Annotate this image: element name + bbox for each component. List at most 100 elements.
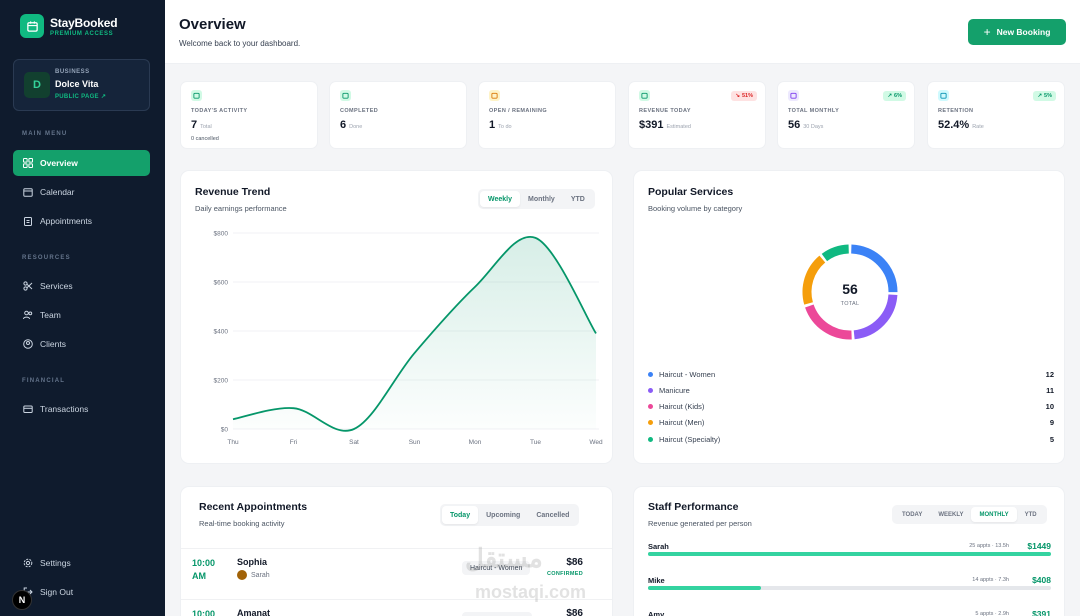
y-tick-label: $200 bbox=[214, 378, 229, 385]
staff-amount: $408 bbox=[1032, 575, 1051, 585]
stat-value: 52.4% Rate bbox=[938, 119, 984, 131]
service-legend-item: Haircut - Women 12 bbox=[648, 368, 1054, 380]
staff-meta: 5 appts · 2.9h bbox=[975, 611, 1009, 616]
donut-slice[interactable] bbox=[853, 294, 898, 340]
public-page-link[interactable]: PUBLIC PAGE ↗ bbox=[55, 94, 107, 100]
sidebar-item-label: Services bbox=[40, 281, 73, 291]
donut-total-label: TOTAL bbox=[840, 301, 860, 307]
brand[interactable]: StayBooked PREMIUM ACCESS bbox=[20, 14, 118, 38]
stat-label: TODAY'S ACTIVITY bbox=[191, 108, 248, 114]
service-count: 5 bbox=[1049, 434, 1054, 444]
appointments-tabs: Today Upcoming Cancelled bbox=[440, 504, 580, 526]
staff-performance-panel: Staff Performance Revenue generated per … bbox=[633, 486, 1065, 616]
stat-card: OPEN / REMAINING 1 To do bbox=[478, 81, 616, 149]
sidebar-item-overview[interactable]: Overview bbox=[13, 150, 150, 176]
appointment-row[interactable]: 10:00 Amanat $86 bbox=[181, 599, 612, 616]
users-icon bbox=[23, 310, 33, 320]
tab-weekly[interactable]: Weekly bbox=[480, 191, 520, 207]
service-name: Haircut (Kids) bbox=[659, 402, 705, 412]
tab-weekly[interactable]: WEEKLY bbox=[938, 511, 964, 518]
new-booking-button[interactable]: + New Booking bbox=[968, 19, 1066, 45]
x-tick-label: Mon bbox=[469, 439, 482, 446]
staff-row[interactable]: Mike 14 appts · 7.3h $408 bbox=[648, 575, 1051, 596]
tab-cancelled[interactable]: Cancelled bbox=[536, 511, 570, 519]
staff-row[interactable]: Amy 5 appts · 2.9h $391 bbox=[648, 609, 1051, 616]
stat-value: 1 To do bbox=[489, 119, 512, 131]
appointments-subtitle: Real-time booking activity bbox=[199, 519, 285, 528]
stat-card: REVENUE TODAY $391 Estimated ↘ 51% bbox=[628, 81, 766, 149]
x-tick-label: Wed bbox=[589, 439, 603, 446]
staff-progress-fill bbox=[648, 586, 761, 590]
sidebar-item-label: Sign Out bbox=[40, 587, 74, 597]
resources-label: RESOURCES bbox=[22, 255, 71, 261]
stat-icon bbox=[639, 90, 650, 101]
sidebar-item-label: Overview bbox=[40, 158, 78, 168]
sidebar-item-label: Transactions bbox=[40, 404, 89, 414]
brand-name: StayBooked bbox=[50, 15, 118, 30]
plus-icon: + bbox=[983, 25, 991, 39]
sidebar-item-label: Team bbox=[40, 310, 61, 320]
sidebar-item-appointments[interactable]: Appointments bbox=[13, 208, 150, 234]
stat-value: 6 Done bbox=[340, 119, 363, 131]
stat-icon bbox=[340, 90, 351, 101]
stat-value: 56 30 Days bbox=[788, 119, 824, 131]
main-menu-label: MAIN MENU bbox=[22, 131, 68, 137]
sidebar-item-settings[interactable]: Settings bbox=[13, 550, 150, 576]
staff-name: Sarah bbox=[251, 571, 270, 579]
scissors-icon bbox=[23, 281, 33, 291]
x-tick-label: Sun bbox=[409, 439, 421, 446]
sidebar-item-signout[interactable]: Sign Out bbox=[13, 579, 150, 605]
donut-slice[interactable] bbox=[805, 304, 852, 340]
staff-title: Staff Performance bbox=[648, 501, 739, 513]
sidebar-item-services[interactable]: Services bbox=[13, 273, 150, 299]
donut-slice[interactable] bbox=[821, 244, 850, 262]
y-tick-label: $400 bbox=[214, 329, 229, 336]
stat-label: TOTAL MONTHLY bbox=[788, 108, 840, 114]
tab-monthly[interactable]: Monthly bbox=[528, 195, 555, 203]
x-tick-label: Sat bbox=[349, 439, 359, 446]
service-name: Haircut (Specialty) bbox=[659, 434, 721, 444]
staff-amount: $391 bbox=[1032, 609, 1051, 616]
page-title: Overview bbox=[179, 16, 246, 33]
appointment-client: Amanat bbox=[237, 608, 271, 616]
donut-slice[interactable] bbox=[802, 255, 826, 305]
grid-icon bbox=[23, 158, 33, 168]
tab-today[interactable]: TODAY bbox=[902, 511, 923, 518]
tab-today[interactable]: Today bbox=[442, 506, 479, 524]
revenue-area bbox=[233, 236, 596, 431]
x-tick-label: Thu bbox=[227, 439, 239, 446]
service-legend-item: Haircut (Specialty) 5 bbox=[648, 433, 1054, 445]
staff-row[interactable]: Sarah 25 appts · 13.5h $1449 bbox=[648, 541, 1051, 562]
business-card[interactable]: D BUSINESS Dolce Vita PUBLIC PAGE ↗ bbox=[13, 59, 150, 111]
user-circle-icon bbox=[23, 339, 33, 349]
tab-ytd[interactable]: YTD bbox=[570, 195, 585, 203]
trend-arrow-icon: ↘ bbox=[735, 93, 740, 99]
trend-badge: ↘ 51% bbox=[731, 91, 757, 101]
donut-total: 56 bbox=[842, 281, 858, 297]
staff-meta: 25 appts · 13.5h bbox=[969, 543, 1009, 549]
sidebar-item-clients[interactable]: Clients bbox=[13, 331, 150, 357]
tab-upcoming[interactable]: Upcoming bbox=[486, 511, 521, 519]
staff-meta: 14 appts · 7.3h bbox=[972, 577, 1009, 583]
sidebar-item-label: Settings bbox=[40, 558, 71, 568]
stat-icon bbox=[489, 90, 500, 101]
revenue-subtitle: Daily earnings performance bbox=[195, 204, 287, 213]
donut-slice[interactable] bbox=[850, 244, 898, 293]
revenue-line bbox=[232, 235, 597, 432]
sidebar-item-transactions[interactable]: Transactions bbox=[13, 396, 150, 422]
tab-monthly[interactable]: MONTHLY bbox=[971, 507, 1017, 522]
service-name: Manicure bbox=[659, 385, 690, 395]
stat-label: COMPLETED bbox=[340, 108, 379, 114]
service-count: 12 bbox=[1045, 369, 1054, 379]
sidebar-item-calendar[interactable]: Calendar bbox=[13, 179, 150, 205]
tab-ytd[interactable]: YTD bbox=[1024, 511, 1037, 518]
stat-value: $391 Estimated bbox=[639, 119, 691, 131]
sidebar-item-team[interactable]: Team bbox=[13, 302, 150, 328]
appointment-row[interactable]: 10:00 AM Sophia Sarah Haircut - Women $8… bbox=[181, 548, 612, 588]
y-tick-label: $0 bbox=[221, 427, 229, 434]
n-badge[interactable]: N bbox=[12, 590, 32, 610]
appointment-staff: Sarah bbox=[237, 570, 270, 580]
sidebar: StayBooked PREMIUM ACCESS D BUSINESS Dol… bbox=[0, 0, 165, 616]
watermark: مستقل bbox=[465, 543, 543, 573]
legend-dot bbox=[648, 387, 653, 393]
